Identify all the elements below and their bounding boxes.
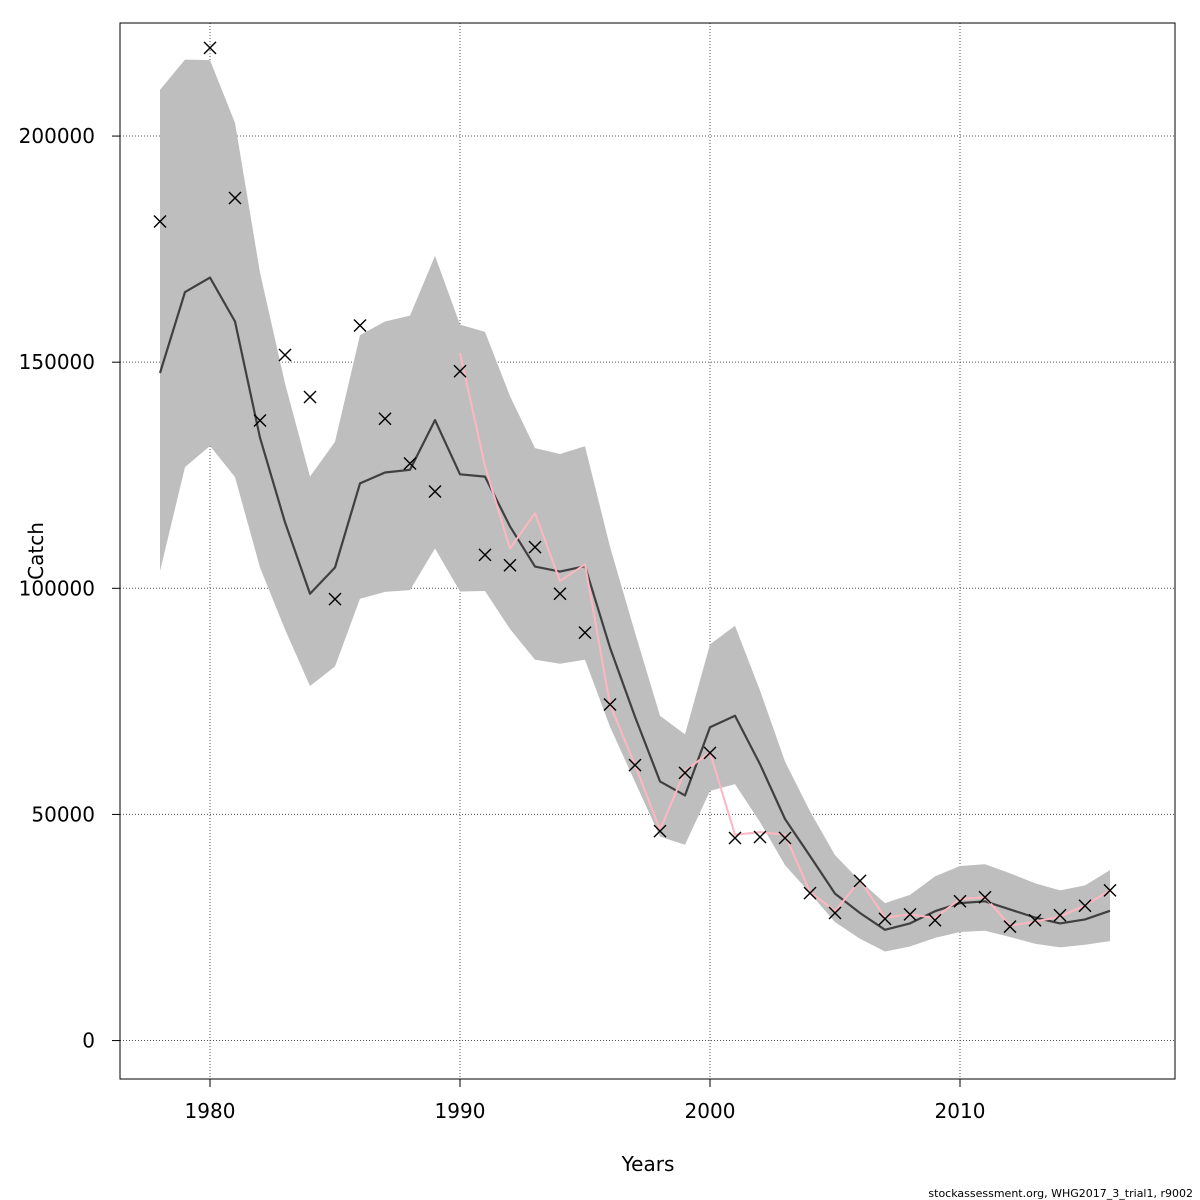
observed-point [1028, 913, 1042, 927]
observed-point [828, 906, 842, 920]
observed-point [353, 319, 367, 333]
observed-point [1078, 899, 1092, 913]
observed-point [878, 912, 892, 926]
observed-point [428, 485, 442, 499]
observed-point [928, 913, 942, 927]
confidence-band-area [160, 59, 1110, 952]
observed-point [903, 907, 917, 921]
observed-point [703, 746, 717, 760]
observed-point [578, 626, 592, 640]
confidence-band [160, 59, 1110, 952]
y-tick-label-100000: 100000 [19, 576, 95, 600]
observed-point [728, 831, 742, 845]
y-tick-label-0: 0 [82, 1029, 95, 1053]
x-tick-label-1990: 1990 [435, 1099, 486, 1123]
y-tick-label-200000: 200000 [19, 124, 95, 148]
observed-point [628, 758, 642, 772]
y-tick-label-150000: 150000 [19, 350, 95, 374]
plot-frame [119, 22, 1176, 1080]
x-tick-label-1980: 1980 [185, 1099, 236, 1123]
x-tick-label-2000: 2000 [685, 1099, 736, 1123]
series-line-2 [459, 352, 1111, 927]
observed-point [378, 412, 392, 426]
observed-points [153, 41, 1117, 934]
observed-point [678, 766, 692, 780]
observed-point [1003, 920, 1017, 934]
observed-point [1103, 883, 1117, 897]
observed-point [453, 364, 467, 378]
observed-point [603, 698, 617, 712]
series-lines [158, 276, 1111, 931]
observed-point [203, 41, 217, 55]
observed-point [553, 587, 567, 601]
observed-point [953, 894, 967, 908]
observed-point [153, 215, 167, 229]
observed-point [478, 548, 492, 562]
x-tick-label-2010: 2010 [935, 1099, 986, 1123]
x-axis: 1980 1990 2000 2010 [185, 1079, 986, 1123]
observed-point [328, 592, 342, 606]
observed-point [253, 414, 267, 428]
y-axis-label: Catch [24, 522, 48, 580]
observed-point [778, 831, 792, 845]
observed-point [803, 886, 817, 900]
y-axis: 0 50000 100000 150000 200000 [19, 124, 120, 1053]
y-tick-label-50000: 50000 [31, 802, 95, 826]
observed-point [303, 390, 317, 404]
observed-point [1053, 908, 1067, 922]
observed-point [978, 890, 992, 904]
observed-point [278, 348, 292, 362]
observed-point [503, 558, 517, 572]
observed-point [528, 540, 542, 554]
observed-point [403, 456, 417, 470]
observed-point [853, 874, 867, 888]
x-axis-label: Years [621, 1152, 675, 1176]
observed-point [753, 830, 767, 844]
footer-note: stockassessment.org, WHG2017_3_trial1, r… [928, 1187, 1193, 1200]
observed-point [228, 191, 242, 205]
observed-point [653, 824, 667, 838]
